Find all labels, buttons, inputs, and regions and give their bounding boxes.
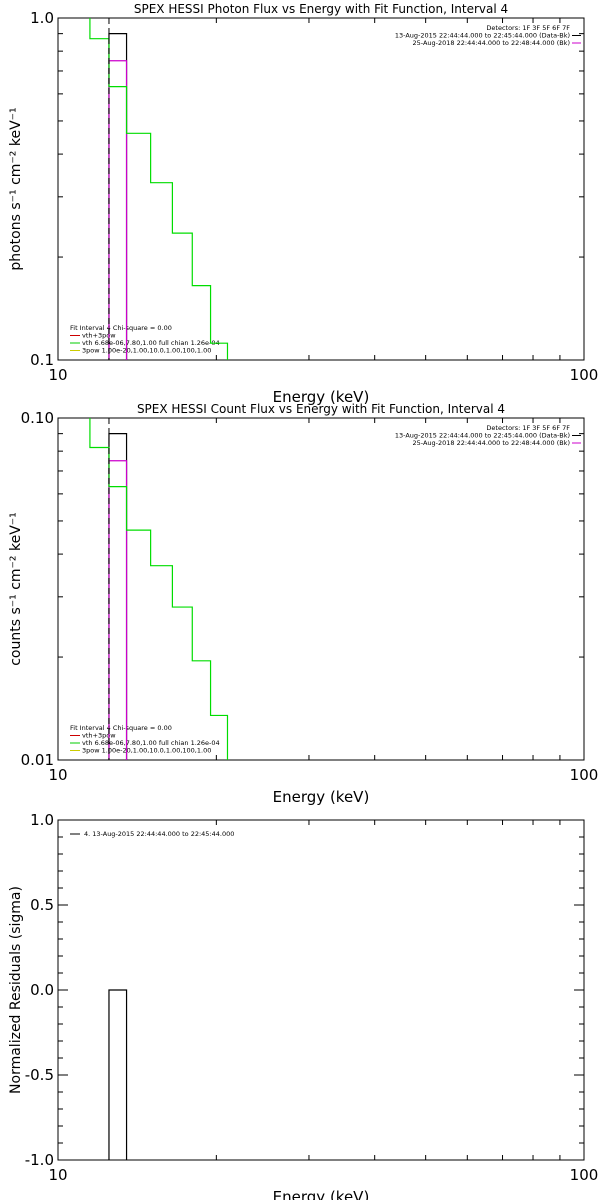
- x-tick-label: 10: [48, 366, 67, 384]
- legend-entry: vth+3pow: [82, 732, 116, 740]
- x-axis-label: Energy (keV): [273, 388, 370, 406]
- series-group: [89, 418, 229, 760]
- x-tick-label: 10: [48, 1166, 67, 1184]
- y-tick-label: 0.10: [21, 409, 54, 427]
- series-1-step: [108, 433, 128, 760]
- header-line: Detectors: 1F 3F 5F 6F 7F: [486, 24, 570, 32]
- x-tick-label: 100: [570, 766, 599, 784]
- series-group: [89, 18, 229, 360]
- series-group: [108, 989, 128, 1160]
- y-tick-label: -1.0: [25, 1151, 54, 1169]
- x-tick-label: 10: [48, 766, 67, 784]
- series-2-step: [108, 60, 128, 360]
- y-tick-label: 0.1: [30, 351, 54, 369]
- y-tick-label: -0.5: [25, 1066, 54, 1084]
- series-2-step: [108, 460, 128, 760]
- y-tick-label: 1.0: [30, 811, 54, 829]
- y-tick-label: 0.0: [30, 981, 54, 999]
- legend-entry: vth 6.68e-06,7.80,1.00 full chian 1.26e-…: [82, 739, 220, 747]
- legend-entry: Fit Interval 4 Chi-square = 0.00: [70, 324, 172, 332]
- header-line: Detectors: 1F 3F 5F 6F 7F: [486, 424, 570, 432]
- series-1-step: [108, 989, 128, 1160]
- x-tick-label: 100: [570, 366, 599, 384]
- legend-entry: vth+3pow: [82, 332, 116, 340]
- plot-frame: [57, 17, 585, 361]
- x-tick-label: 100: [570, 1166, 599, 1184]
- legend-entry: 3pow 1.00e-20,1.00,10.0,1.00,100,1.00: [82, 747, 211, 755]
- y-tick-label: 1.0: [30, 9, 54, 27]
- y-axis-label: counts s⁻¹ cm⁻² keV⁻¹: [8, 512, 24, 666]
- y-tick-label: 0.5: [30, 896, 54, 914]
- chart-panel-3: 10 100 -1.0 -0.5 0.0 0.5 1.0 Energy (keV) Normal…: [8, 811, 598, 1200]
- chart-title: SPEX HESSI Count Flux vs Energy with Fit…: [137, 402, 505, 416]
- header-line: 13-Aug-2015 22:44:44.000 to 22:45:44.000…: [395, 32, 570, 40]
- chart-panel-1: 10 100 0.1 1.0 SPEX HESSI Photon Flux vs Ene…: [8, 2, 599, 406]
- chart-title: SPEX HESSI Photon Flux vs Energy with Fi…: [134, 2, 508, 16]
- x-axis-label: Energy (keV): [273, 788, 370, 806]
- header-line: 25-Aug-2018 22:44:44.000 to 22:48:44.000…: [413, 39, 570, 47]
- y-axis-label: Normalized Residuals (sigma): [8, 886, 24, 1094]
- x-axis-label: Energy (keV): [273, 1188, 370, 1200]
- legend-entry: Fit Interval 4 Chi-square = 0.00: [70, 724, 172, 732]
- series-3-step: [89, 418, 229, 760]
- plot-frame: [57, 819, 585, 1161]
- chart-panel-2: 10 100 0.01 0.10 SPEX HESSI Count Flux vs En…: [8, 402, 599, 806]
- y-axis-label: photons s⁻¹ cm⁻² keV⁻¹: [8, 107, 24, 270]
- series-1-step: [108, 33, 128, 360]
- legend-entry: 3pow 1.00e-20,1.00,10.0,1.00,100,1.00: [82, 347, 211, 355]
- header-line: 25-Aug-2018 22:44:44.000 to 22:48:44.000…: [413, 439, 570, 447]
- plot-frame: [57, 417, 585, 761]
- header-line: 13-Aug-2015 22:44:44.000 to 22:45:44.000…: [395, 432, 570, 440]
- legend-entry: vth 6.68e-06,7.80,1.00 full chian 1.26e-…: [82, 339, 220, 347]
- legend-entry: 4. 13-Aug-2015 22:44:44.000 to 22:45:44.…: [84, 830, 234, 838]
- y-tick-label: 0.01: [21, 751, 54, 769]
